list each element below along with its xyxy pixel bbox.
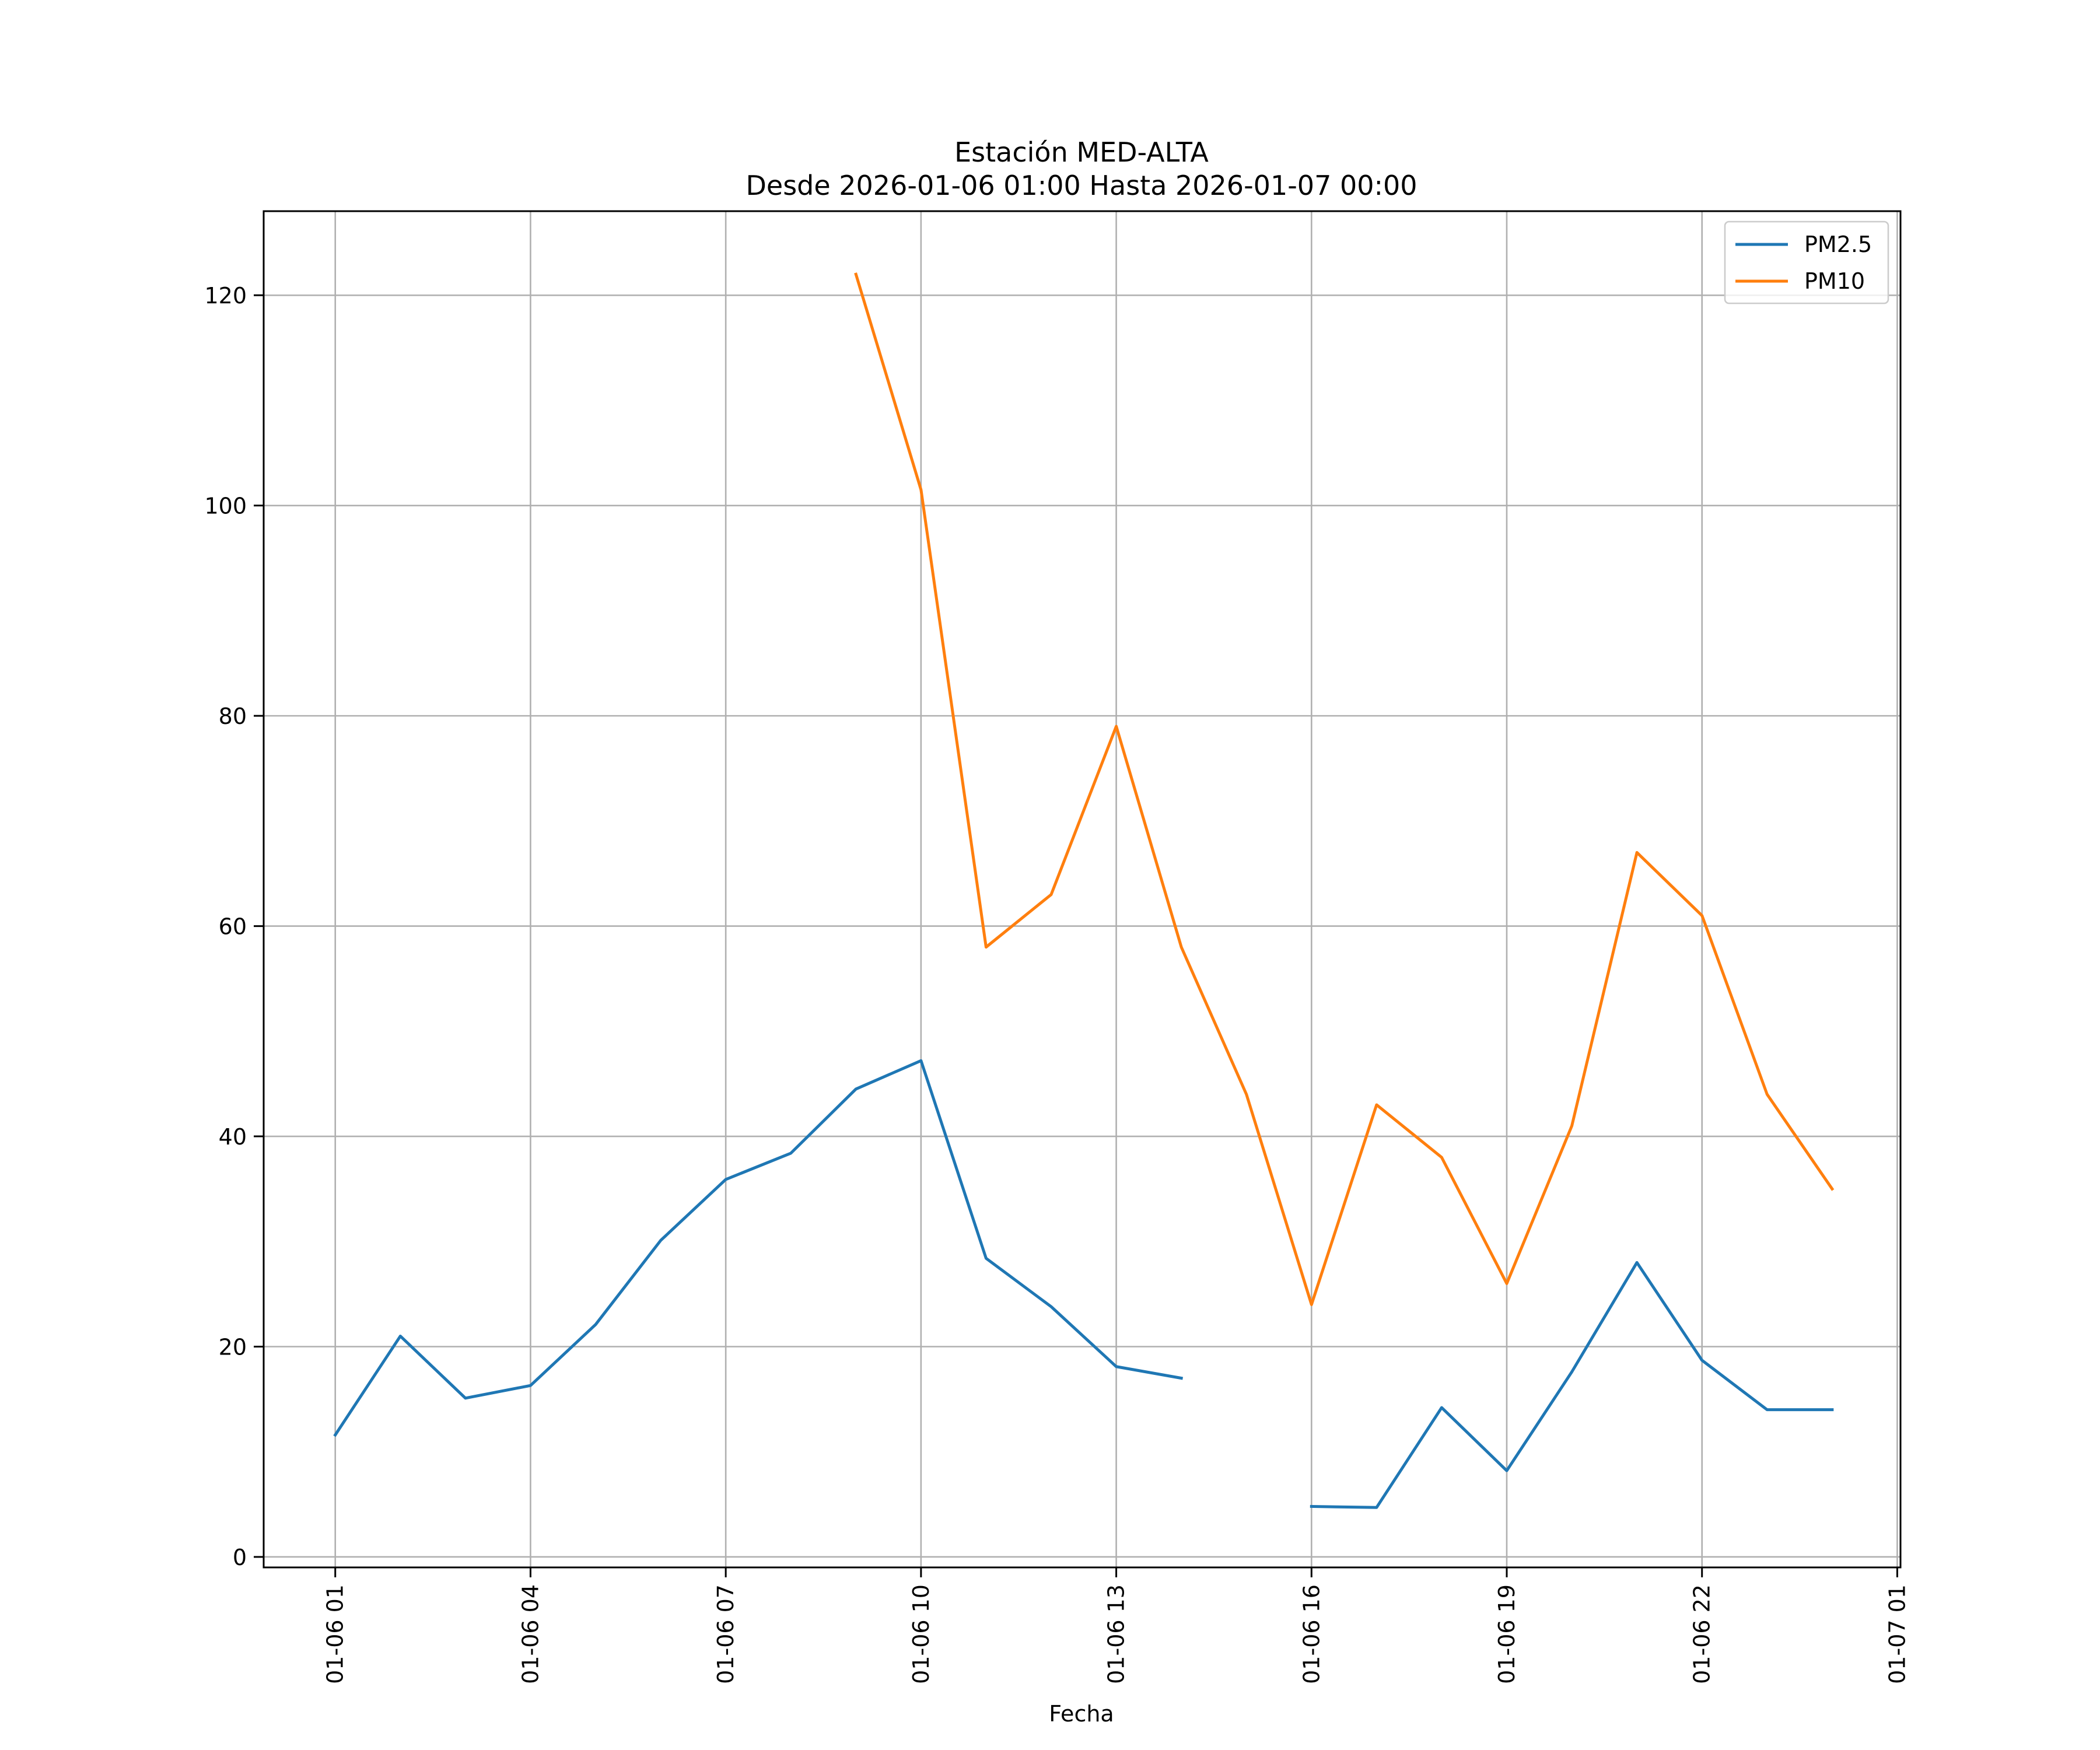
series-lines	[333, 272, 1835, 1509]
y-tick-label: 60	[219, 914, 247, 940]
legend-label-pm10: PM10	[1804, 268, 1865, 294]
x-tick-label: 01-07 01	[1884, 1584, 1910, 1684]
series-line-pm25	[1310, 1261, 1834, 1509]
x-tick-label: 01-06 10	[908, 1584, 934, 1684]
legend-box	[1724, 220, 1889, 304]
x-axis-ticks: 01-06 01 01-06 04 01-06 07 01-06 10 01-06 13…	[323, 1567, 1910, 1684]
x-tick-label: 01-06 01	[323, 1584, 348, 1684]
y-tick-label: 120	[204, 283, 247, 309]
grid	[264, 211, 1901, 1567]
series-line-pm10	[854, 272, 1835, 1306]
series-line-pm25	[333, 1059, 1184, 1437]
x-tick-label: 01-06 22	[1689, 1584, 1715, 1684]
y-axis-ticks: 0 20 40 60 80 100 120	[204, 283, 264, 1570]
x-tick-label: 01-06 07	[713, 1584, 738, 1684]
plot-frame	[262, 210, 1902, 1569]
legend-label-pm25: PM2.5	[1804, 232, 1872, 257]
legend: PM2.5 PM10	[1724, 220, 1889, 304]
y-tick-label: 100	[204, 494, 247, 519]
chart-title: Estación MED-ALTA	[954, 136, 1209, 168]
x-tick-label: 01-06 19	[1494, 1584, 1520, 1684]
x-tick-label: 01-06 13	[1104, 1584, 1129, 1684]
x-tick-label: 01-06 04	[517, 1584, 543, 1684]
y-tick-label: 80	[219, 704, 247, 729]
y-tick-label: 40	[219, 1124, 247, 1150]
chart-subtitle: Desde 2026-01-06 01:00 Hasta 2026-01-07 …	[746, 170, 1417, 201]
y-tick-label: 0	[233, 1545, 247, 1570]
x-axis-label: Fecha	[1049, 1701, 1114, 1727]
y-tick-label: 20	[219, 1335, 247, 1360]
x-tick-label: 01-06 16	[1298, 1584, 1324, 1684]
